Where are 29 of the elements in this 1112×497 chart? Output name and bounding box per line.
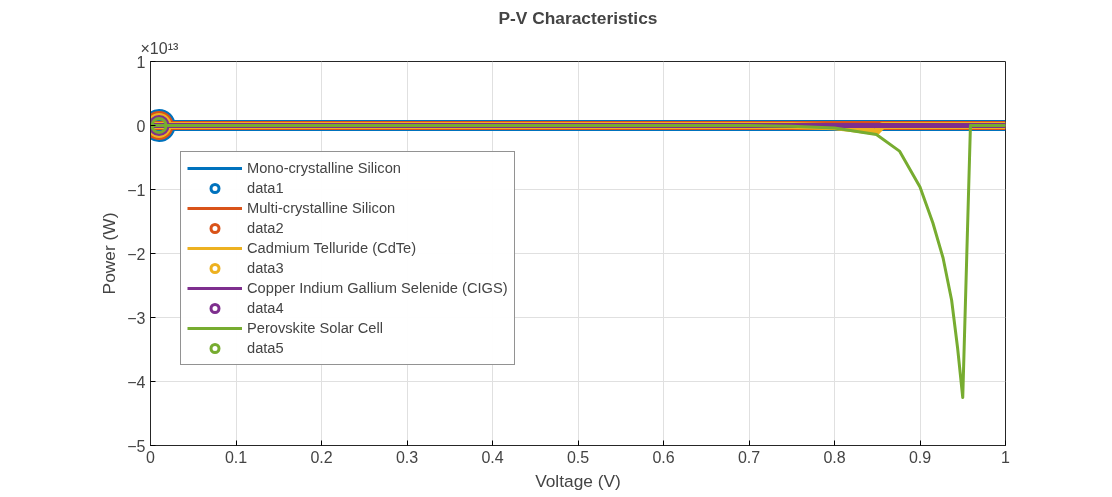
y-tick-label: −3 [127, 309, 146, 327]
x-tick-label: 1 [1001, 448, 1011, 466]
legend-label: Perovskite Solar Cell [247, 320, 384, 336]
legend-label: Cadmium Telluride (CdTe) [247, 240, 417, 256]
x-tick-label: 0.6 [652, 448, 675, 466]
x-tick-label: 0.8 [823, 448, 846, 466]
x-tick-label: 0.1 [224, 448, 248, 466]
y-tick-label: −2 [127, 245, 146, 263]
y-tick-label: −5 [127, 437, 146, 455]
legend-label: data4 [247, 300, 284, 316]
legend-label: data1 [247, 180, 284, 196]
x-tick-label: 0.3 [395, 448, 419, 466]
legend-label: data2 [247, 220, 284, 236]
legend-label: Mono-crystalline Silicon [247, 160, 401, 176]
legend-label: data3 [247, 260, 284, 276]
x-tick-label: 0.9 [908, 448, 932, 466]
y-tick-label: 0 [136, 117, 146, 135]
legend-label: Multi-crystalline Silicon [247, 200, 396, 216]
x-tick-label: 0.4 [481, 448, 504, 466]
y-tick-label: −4 [127, 373, 146, 391]
x-tick-label: 0.2 [310, 448, 333, 466]
y-axis-title: Power (W) [99, 212, 120, 295]
chart-title: P-V Characteristics [498, 7, 658, 28]
legend-label: data5 [247, 340, 284, 356]
x-tick-label: 0.7 [737, 448, 761, 466]
y-tick-label: −1 [127, 181, 146, 199]
x-axis-title: Voltage (V) [535, 470, 621, 491]
x-tick-label: 0.5 [566, 448, 590, 466]
legend-label: Copper Indium Gallium Selenide (CIGS) [247, 280, 508, 296]
